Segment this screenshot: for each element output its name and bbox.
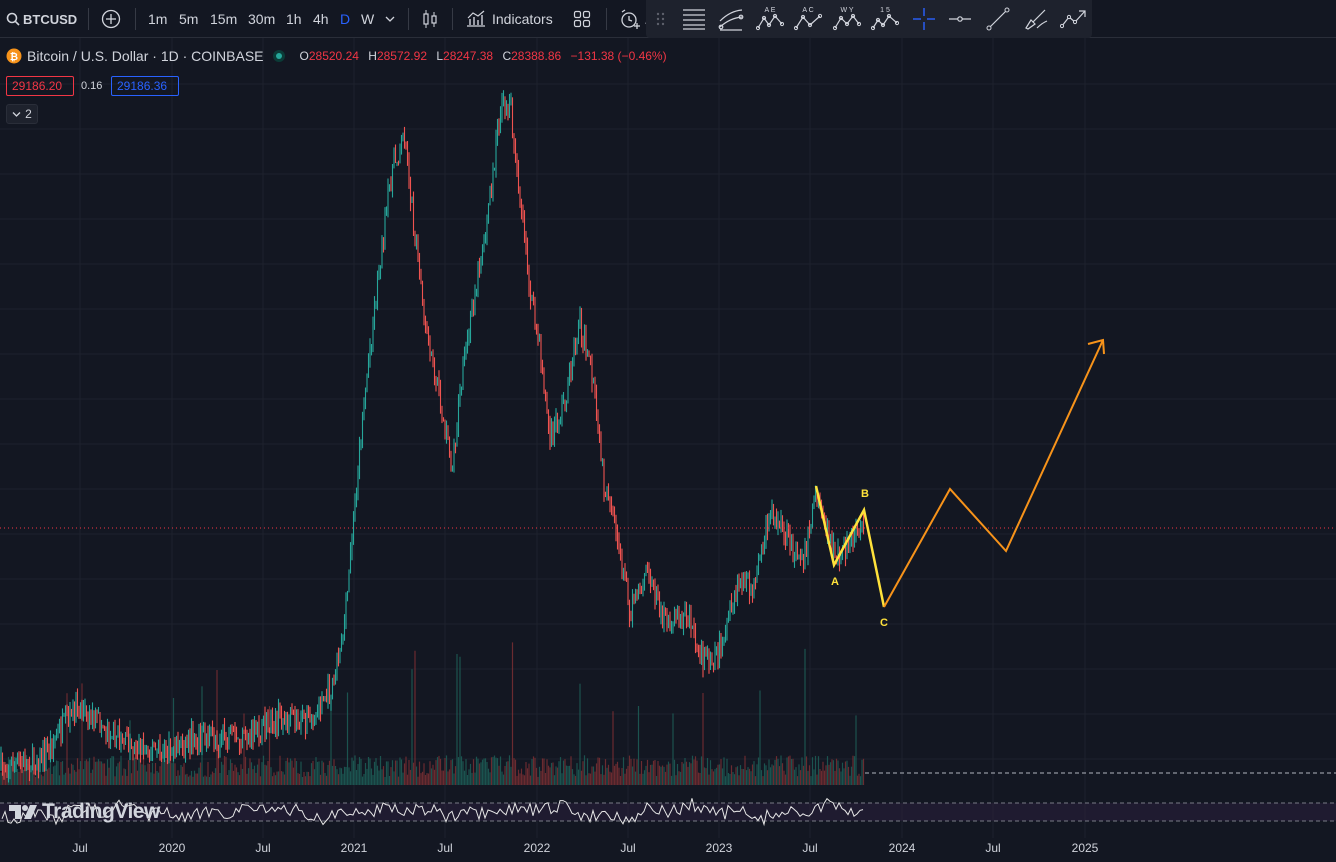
wave-abc-path: [814, 485, 886, 608]
chart-legend: ₿ Bitcoin / U.S. Dollar · 1D · COINBASE …: [6, 48, 673, 64]
candles-icon: [423, 10, 437, 28]
grid-layout-icon: [573, 10, 591, 28]
symbol-label: BTCUSD: [23, 11, 78, 27]
time-axis-label: 2024: [888, 841, 916, 855]
wave-label-b: B: [861, 488, 869, 500]
timeframe-d[interactable]: D: [340, 11, 351, 27]
indicators-icon: [467, 10, 485, 27]
divider: [452, 8, 453, 30]
buy-button[interactable]: 29186.36: [111, 76, 179, 96]
projection-path: [883, 339, 1104, 608]
chart-grid: [0, 38, 1336, 838]
sell-button[interactable]: 29186.20: [6, 76, 74, 96]
time-axis-label: 2023: [705, 841, 733, 855]
timeframe-5m[interactable]: 5m: [179, 11, 199, 27]
compare-button[interactable]: [101, 0, 121, 38]
time-axis-label: Jul: [255, 841, 271, 855]
time-axis-label: Jul: [437, 841, 453, 855]
indicators-button[interactable]: Indicators: [466, 0, 553, 38]
path-icon[interactable]: [1060, 7, 1088, 31]
elliott-15-icon[interactable]: 1 5: [871, 4, 899, 32]
time-axis-label: Jul: [802, 841, 818, 855]
tradingview-watermark: TradingView: [8, 800, 160, 824]
chevron-down-icon: [12, 111, 21, 117]
svg-text:W Y: W Y: [840, 7, 853, 14]
time-axis-label: 2025: [1071, 841, 1099, 855]
svg-text:₿: ₿: [10, 51, 18, 63]
alarm-clock-icon: [621, 9, 640, 29]
drag-handle-icon[interactable]: [656, 12, 666, 26]
search-icon: [6, 12, 20, 26]
timeframe-dropdown[interactable]: [385, 0, 395, 38]
projection-arrowhead: [1087, 338, 1105, 355]
tradingview-logo-icon: [9, 805, 37, 819]
timeframe-w[interactable]: W: [361, 11, 375, 27]
trend-line-icon[interactable]: [986, 7, 1010, 31]
plus-circle-icon: [101, 9, 121, 29]
time-axis-label: 2022: [523, 841, 551, 855]
wave-label-a: A: [831, 576, 839, 588]
svg-text:A C: A C: [802, 7, 813, 14]
collapse-indicators-button[interactable]: 2: [6, 104, 38, 124]
time-axis-label: 2020: [158, 841, 186, 855]
bitcoin-logo-icon: ₿: [6, 48, 22, 64]
time-axis-label: Jul: [620, 841, 636, 855]
divider: [606, 8, 607, 30]
wave-label-c: C: [880, 617, 888, 629]
top-toolbar: BTCUSD 1m 5m 15m 30m 1h 4h D W Indicator…: [0, 0, 1336, 38]
chevron-down-icon: [385, 16, 395, 22]
brush-icon[interactable]: [1023, 7, 1049, 31]
market-status-icon: [272, 50, 285, 62]
timeframe-1m[interactable]: 1m: [148, 11, 168, 27]
horizontal-ray-icon[interactable]: [948, 7, 972, 31]
svg-text:A E: A E: [765, 7, 776, 14]
fib-channel-icon[interactable]: [718, 7, 744, 31]
horizontal-lines-icon[interactable]: [681, 7, 707, 31]
timeframe-4h[interactable]: 4h: [313, 11, 329, 27]
indicators-label: Indicators: [492, 11, 553, 27]
symbol-search[interactable]: BTCUSD: [6, 0, 77, 38]
divider: [135, 8, 136, 30]
spread-value: 0.16: [81, 80, 103, 92]
divider: [88, 8, 89, 30]
elliott-ae-icon[interactable]: A E: [756, 4, 784, 32]
drawing-toolbar: A E A C W Y 1 5: [646, 0, 1092, 38]
layouts-button[interactable]: [573, 0, 591, 38]
time-axis-label: 2021: [340, 841, 368, 855]
crosshair-icon[interactable]: [912, 7, 936, 31]
ohlc-values: O28520.24 H28572.92 L28247.38 C28388.86 …: [299, 49, 667, 63]
svg-text:1 5: 1 5: [880, 7, 890, 14]
legend-title[interactable]: Bitcoin / U.S. Dollar · 1D · COINBASE: [27, 48, 264, 64]
chart-type-button[interactable]: [421, 0, 439, 38]
time-axis-label: Jul: [72, 841, 88, 855]
elliott-wy-icon[interactable]: W Y: [833, 4, 861, 32]
candlestick-series: [0, 90, 865, 783]
volume-bars: [0, 642, 865, 785]
price-chart[interactable]: A B C: [0, 38, 1336, 862]
divider: [408, 8, 409, 30]
timeframe-15m[interactable]: 15m: [210, 11, 238, 27]
timeframe-1h[interactable]: 1h: [286, 11, 302, 27]
rsi-line: [1, 797, 864, 827]
elliott-ac-icon[interactable]: A C: [794, 4, 822, 32]
time-axis-label: Jul: [985, 841, 1001, 855]
timeframe-30m[interactable]: 30m: [248, 11, 276, 27]
